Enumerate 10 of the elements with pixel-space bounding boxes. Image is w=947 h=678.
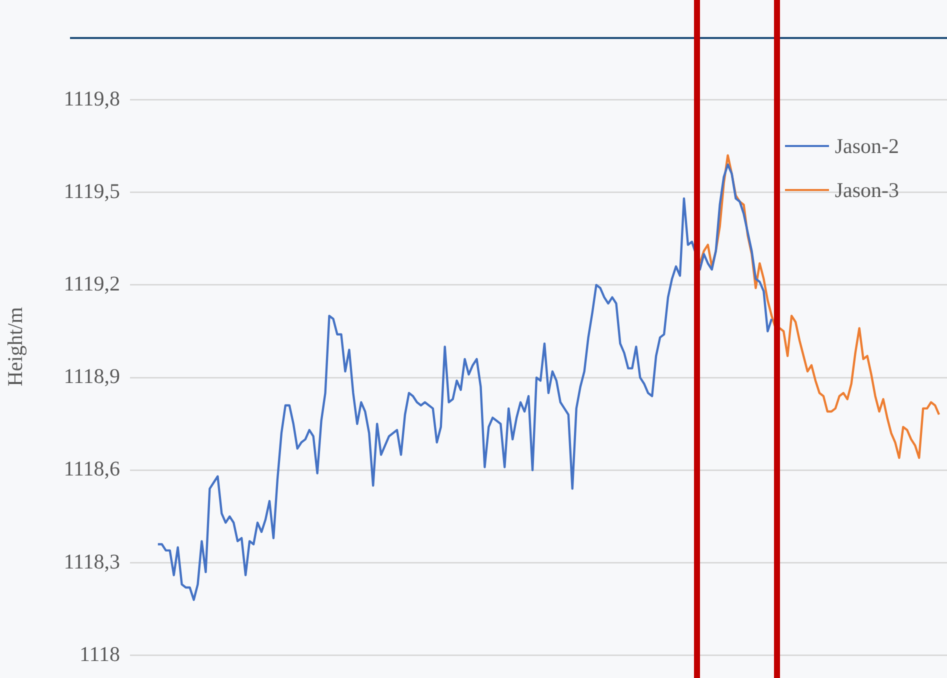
y-tick-label: 1119,5 bbox=[64, 178, 120, 203]
y-tick-label: 1118,9 bbox=[64, 364, 120, 388]
y-tick-label: 1119,8 bbox=[64, 86, 120, 110]
y-tick-label: 1118,3 bbox=[64, 549, 120, 574]
legend-label: Jason-2 bbox=[834, 134, 899, 158]
y-tick-label: 1118 bbox=[80, 642, 120, 666]
y-tick-label: 1118,6 bbox=[64, 456, 120, 481]
y-axis-title: Height/m bbox=[3, 307, 28, 386]
legend-label: Jason-3 bbox=[834, 178, 899, 202]
y-tick-label: 1119,2 bbox=[64, 271, 120, 296]
